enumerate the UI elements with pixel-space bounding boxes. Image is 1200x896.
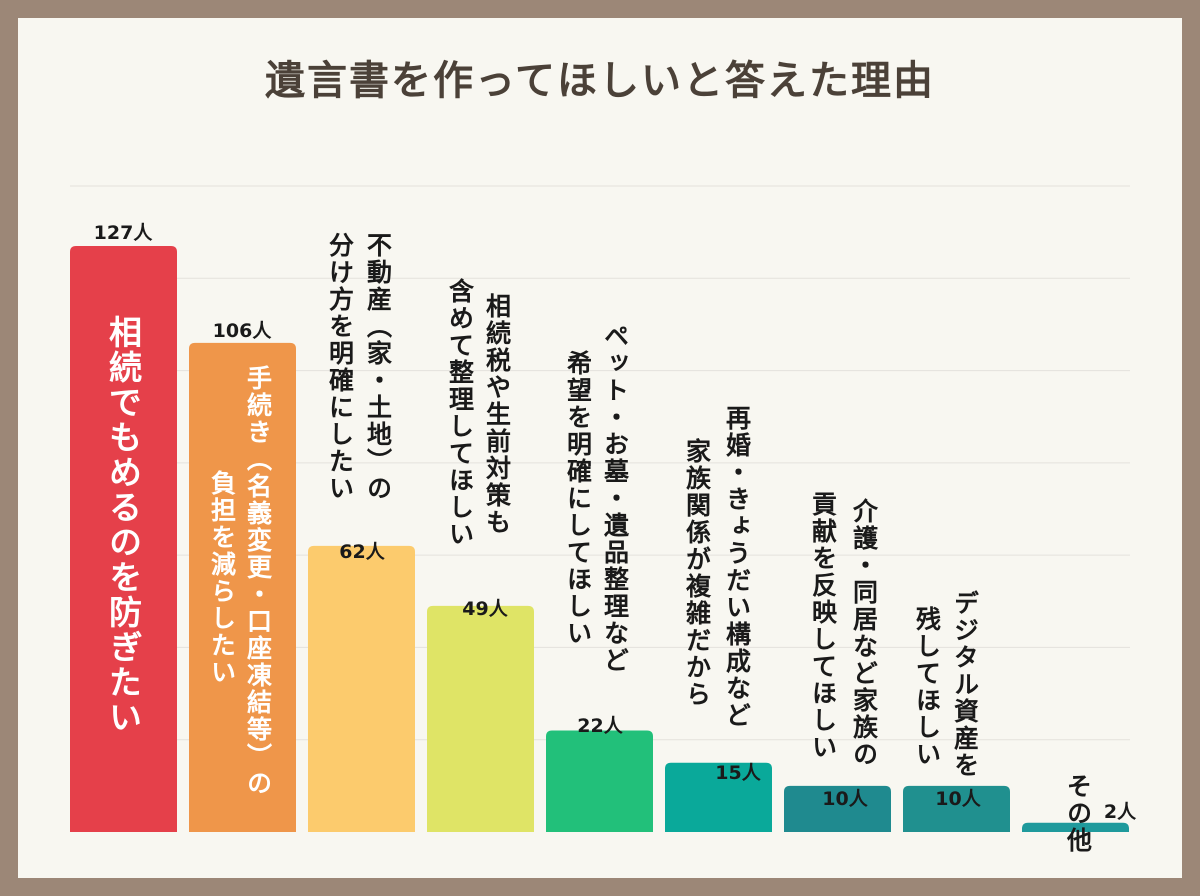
bar bbox=[665, 762, 772, 832]
bar bbox=[546, 730, 653, 832]
value-label: 10人 bbox=[822, 788, 868, 810]
value-label: 127人 bbox=[93, 222, 153, 244]
category-label: 再婚・きょうだい構成など bbox=[722, 405, 752, 729]
bar bbox=[903, 785, 1010, 832]
bar bbox=[189, 342, 296, 832]
value-label: 22人 bbox=[577, 715, 623, 737]
bar bbox=[70, 245, 177, 832]
category-label: 希望を明確にしてほしい bbox=[563, 350, 593, 647]
value-label: 15人 bbox=[715, 762, 761, 784]
value-label: 49人 bbox=[462, 598, 508, 620]
category-label: 相続でもめるのを防ぎたい bbox=[103, 315, 143, 735]
category-label: その他 bbox=[1063, 773, 1093, 854]
value-label: 62人 bbox=[339, 541, 385, 563]
category-label: 介護・同居など家族の bbox=[849, 498, 879, 768]
category-label: 家族関係が複雑だから bbox=[682, 438, 712, 708]
category-label: 貢献を反映してほしい bbox=[808, 491, 838, 761]
value-label: 2人 bbox=[1103, 801, 1137, 823]
category-label: 相続税や生前対策も bbox=[482, 293, 512, 536]
value-label: 10人 bbox=[935, 788, 981, 810]
category-label: 残してほしい bbox=[912, 606, 942, 768]
bar bbox=[308, 545, 415, 832]
bar bbox=[1022, 822, 1129, 832]
chart-title: 遺言書を作ってほしいと答えた理由 bbox=[265, 58, 935, 104]
bar bbox=[427, 605, 534, 832]
category-label: 含めて整理してほしい bbox=[445, 278, 475, 548]
category-label: デジタル資産を bbox=[950, 590, 980, 779]
category-label: ペット・お墓・遺品整理など bbox=[600, 323, 630, 674]
category-label: 手続き（名義変更・口座凍結等）の bbox=[243, 365, 273, 797]
category-label: 不動産（家・土地）の bbox=[363, 232, 393, 502]
category-label: 分け方を明確にしたい bbox=[325, 232, 355, 502]
bar bbox=[784, 785, 891, 832]
value-label: 106人 bbox=[212, 320, 272, 342]
category-label: 負担を減らしたい bbox=[207, 470, 237, 686]
